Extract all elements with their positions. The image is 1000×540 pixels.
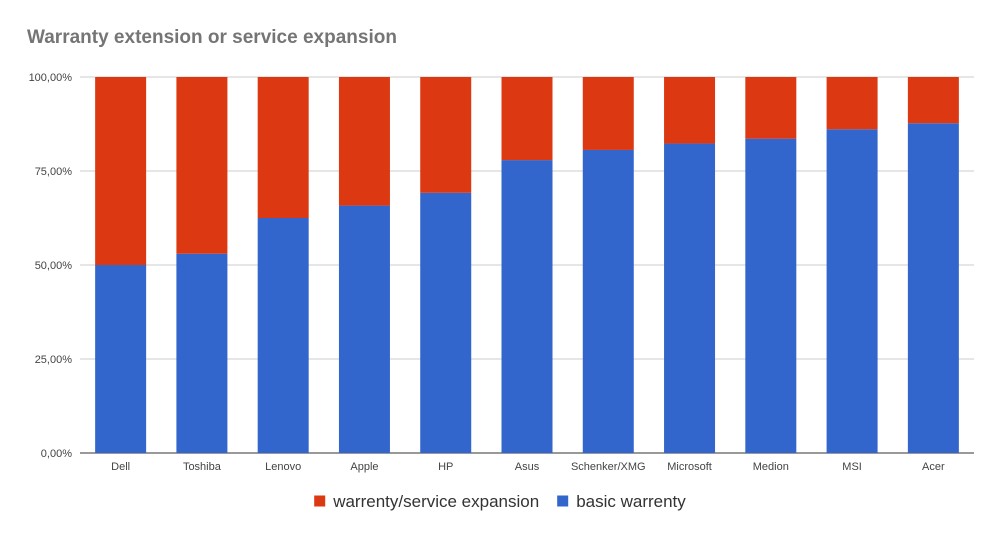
bar-service-expansion: [907, 77, 959, 124]
x-axis-ticks: Dell Toshiba Lenovo Apple HP Asus Schenker/XMG…: [111, 461, 945, 473]
x-tick-label: Schenker/XMG: [571, 461, 646, 473]
bar-service-expansion: [582, 77, 634, 150]
y-tick-label: 0,00%: [41, 448, 72, 460]
y-tick-label: 100,00%: [29, 72, 73, 84]
x-tick-label: Toshiba: [183, 461, 222, 473]
bar-basic-warrenty: [745, 138, 797, 453]
x-tick-label: Medion: [753, 461, 789, 473]
x-tick-label: HP: [438, 461, 453, 473]
y-tick-label: 75,00%: [35, 166, 73, 178]
legend: warrenty/service expansion basic warrenty: [314, 492, 686, 511]
bar-service-expansion: [95, 77, 147, 265]
legend-item: basic warrenty: [557, 492, 686, 511]
legend-item: warrenty/service expansion: [314, 492, 539, 511]
bar-basic-warrenty: [501, 160, 553, 453]
bar-basic-warrenty: [582, 149, 634, 453]
bar-basic-warrenty: [420, 192, 472, 454]
y-tick-label: 50,00%: [35, 260, 73, 272]
x-tick-label: Lenovo: [265, 461, 301, 473]
x-tick-label: Microsoft: [667, 461, 712, 473]
x-tick-label: Dell: [111, 461, 130, 473]
bar-service-expansion: [501, 77, 553, 161]
bar-service-expansion: [338, 77, 390, 206]
legend-swatch: [557, 495, 569, 507]
bars: [95, 77, 959, 454]
bar-basic-warrenty: [95, 265, 147, 453]
legend-swatch: [314, 495, 326, 507]
bar-service-expansion: [745, 77, 797, 139]
bar-basic-warrenty: [826, 129, 878, 453]
y-axis-ticks: 0,00% 25,00% 50,00% 75,00% 100,00%: [29, 72, 73, 460]
bar-service-expansion: [420, 77, 472, 193]
bar-basic-warrenty: [176, 253, 228, 453]
legend-label: warrenty/service expansion: [332, 492, 539, 511]
x-tick-label: Asus: [515, 461, 540, 473]
bar-basic-warrenty: [907, 123, 959, 454]
bar-service-expansion: [176, 77, 228, 254]
bar-basic-warrenty: [338, 205, 390, 453]
y-tick-label: 25,00%: [35, 354, 73, 366]
x-tick-label: MSI: [842, 461, 862, 473]
chart-title: Warranty extension or service expansion: [27, 27, 397, 48]
x-tick-label: Acer: [922, 461, 945, 473]
legend-label: basic warrenty: [576, 492, 686, 511]
x-tick-label: Apple: [350, 461, 378, 473]
bar-service-expansion: [664, 77, 716, 144]
bar-service-expansion: [826, 77, 878, 130]
bar-basic-warrenty: [664, 143, 716, 453]
bar-service-expansion: [257, 77, 309, 218]
bar-basic-warrenty: [257, 218, 309, 453]
